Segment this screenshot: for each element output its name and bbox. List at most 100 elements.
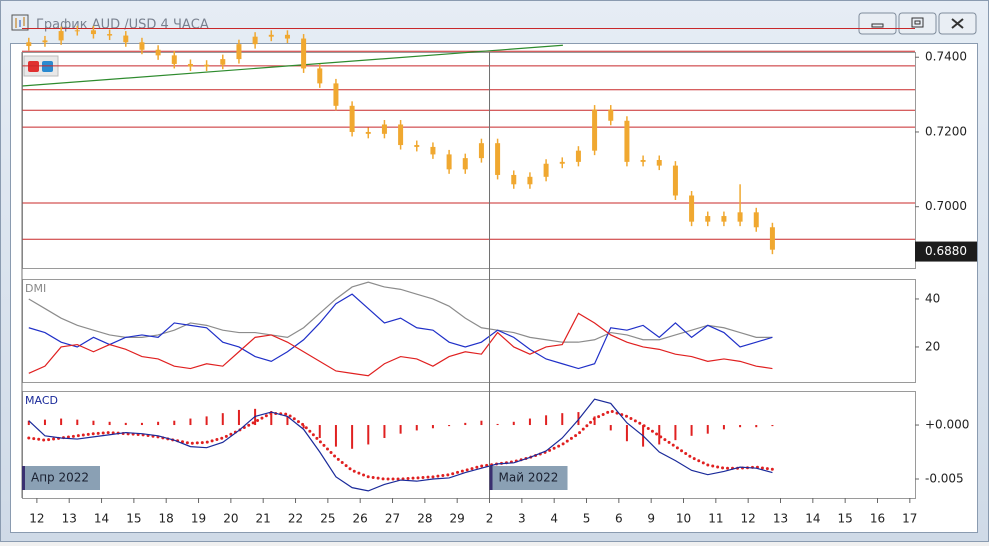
x-tick-label: 3 — [518, 512, 526, 526]
histogram-bar — [76, 419, 79, 426]
x-tick-label: 17 — [902, 512, 917, 526]
window-button-minimize[interactable] — [858, 12, 897, 35]
candle-body — [511, 174, 517, 185]
period-label-box — [22, 466, 100, 490]
x-tick-label: 15 — [126, 512, 141, 526]
macd-panel — [22, 391, 916, 499]
histogram-bar — [528, 418, 531, 426]
x-tick-label: 28 — [417, 512, 432, 526]
candle-body — [478, 143, 484, 159]
indicator-line — [27, 409, 774, 481]
histogram-bar — [60, 418, 63, 426]
x-tick-label: 13 — [62, 512, 77, 526]
histogram-bar — [545, 415, 548, 426]
candle-body — [381, 124, 387, 134]
candle-body — [527, 176, 533, 185]
candle-body — [672, 165, 678, 196]
candle-body — [721, 216, 727, 222]
trend-line — [21, 44, 563, 87]
x-tick-label: 12 — [29, 512, 44, 526]
candle-body — [220, 59, 226, 65]
histogram-bar — [221, 413, 224, 426]
histogram-bar — [448, 425, 451, 427]
candle-body — [26, 42, 32, 47]
candle-body — [737, 212, 743, 222]
histogram-bar — [334, 425, 337, 447]
candle-body — [301, 38, 307, 69]
period-label-box — [489, 466, 568, 490]
x-tick-label: 12 — [741, 512, 756, 526]
histogram-bar — [140, 422, 143, 426]
candle-body — [349, 105, 355, 132]
histogram-bar — [415, 425, 418, 431]
candle-body — [317, 68, 323, 84]
indicator-line — [28, 398, 773, 492]
y-tick-label: 20 — [925, 339, 940, 353]
candle-body — [414, 145, 420, 147]
candle-body — [204, 64, 210, 67]
x-tick-label: 13 — [773, 512, 788, 526]
x-tick-label: 15 — [838, 512, 853, 526]
histogram-bar — [480, 420, 483, 426]
y-tick-label: +0.000 — [925, 418, 969, 432]
histogram-bar — [577, 412, 580, 426]
candle-body — [430, 146, 436, 155]
window-title: График AUD /USD 4 ЧАСА — [36, 18, 209, 33]
histogram-bar — [351, 425, 354, 449]
period-label-edge — [489, 466, 493, 490]
x-tick-label: 20 — [223, 512, 238, 526]
histogram-bar — [270, 410, 273, 426]
current-price-box — [915, 241, 977, 262]
period-label: Апр 2022 — [31, 471, 89, 485]
candle-body — [58, 31, 64, 41]
candle-body — [753, 212, 759, 228]
y-tick-label: 40 — [925, 291, 940, 305]
histogram-bar — [367, 425, 370, 445]
x-tick-label: 18 — [159, 512, 174, 526]
dmi-panel — [22, 279, 916, 383]
x-tick-label: 16 — [870, 512, 885, 526]
candle-body — [543, 163, 549, 177]
x-tick-label: 27 — [385, 512, 400, 526]
candle-body — [656, 160, 662, 166]
histogram-bar — [92, 420, 95, 426]
indicator-line — [28, 312, 773, 377]
candle-body — [559, 161, 565, 164]
indicator-line — [28, 293, 773, 370]
x-tick-label: 4 — [550, 512, 558, 526]
candle-body — [398, 124, 404, 146]
candle-body — [236, 44, 242, 60]
histogram-bar — [771, 425, 774, 427]
candle-body — [575, 150, 581, 162]
x-tick-label: 2 — [486, 512, 494, 526]
candle-body — [592, 109, 598, 151]
candle-body — [495, 143, 501, 175]
candle-body — [284, 34, 290, 39]
candle-body — [365, 131, 371, 134]
histogram-bar — [302, 425, 305, 429]
candle-body — [268, 34, 274, 37]
x-tick-label: 26 — [353, 512, 368, 526]
histogram-bar — [496, 423, 499, 426]
histogram-bar — [722, 425, 725, 430]
window-button-restore[interactable] — [898, 12, 937, 35]
x-tick-label: 25 — [320, 512, 335, 526]
x-tick-label: 14 — [805, 512, 820, 526]
x-tick-label: 22 — [288, 512, 303, 526]
histogram-bar — [189, 418, 192, 426]
window-button-close[interactable] — [938, 12, 977, 35]
candle-body — [155, 49, 161, 56]
histogram-bar — [561, 413, 564, 426]
histogram-bar — [383, 425, 386, 438]
histogram-bar — [431, 425, 434, 429]
candle-body — [252, 36, 258, 45]
histogram-bar — [625, 425, 628, 442]
candle-body — [640, 160, 646, 162]
y-tick-label: 0.7200 — [925, 124, 967, 138]
histogram-bar — [27, 420, 30, 426]
histogram-bar — [399, 425, 402, 434]
x-tick-label: 11 — [708, 512, 723, 526]
histogram-bar — [237, 409, 240, 426]
